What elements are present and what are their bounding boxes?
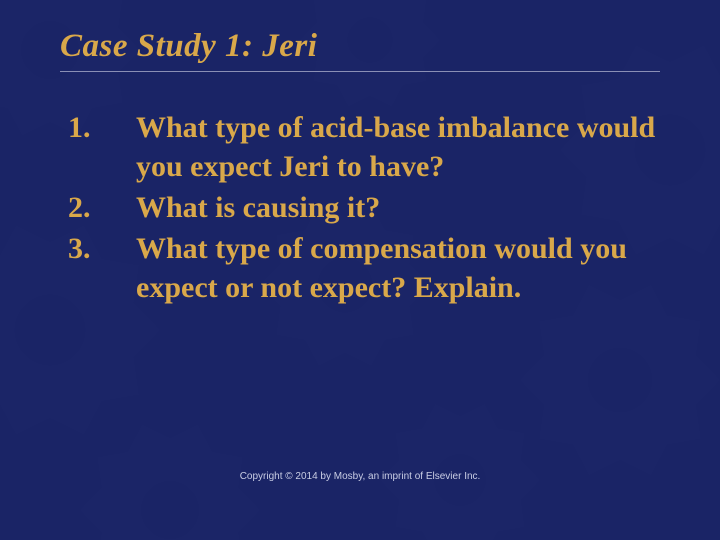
list-number: 2. (68, 188, 122, 227)
copyright-text: Copyright © 2014 by Mosby, an imprint of… (0, 471, 720, 482)
list-number: 1. (68, 108, 122, 186)
list-number: 3. (68, 229, 122, 307)
title-underline (60, 71, 660, 72)
list-item-text: What type of acid-base imbalance would y… (136, 108, 656, 186)
question-list: 1. What type of acid-base imbalance woul… (60, 108, 660, 307)
slide-title: Case Study 1: Jeri (60, 28, 660, 69)
slide: Case Study 1: Jeri 1. What type of acid-… (0, 0, 720, 540)
list-item-text: What is causing it? (136, 188, 656, 227)
list-item-text: What type of compensation would you expe… (136, 229, 656, 307)
